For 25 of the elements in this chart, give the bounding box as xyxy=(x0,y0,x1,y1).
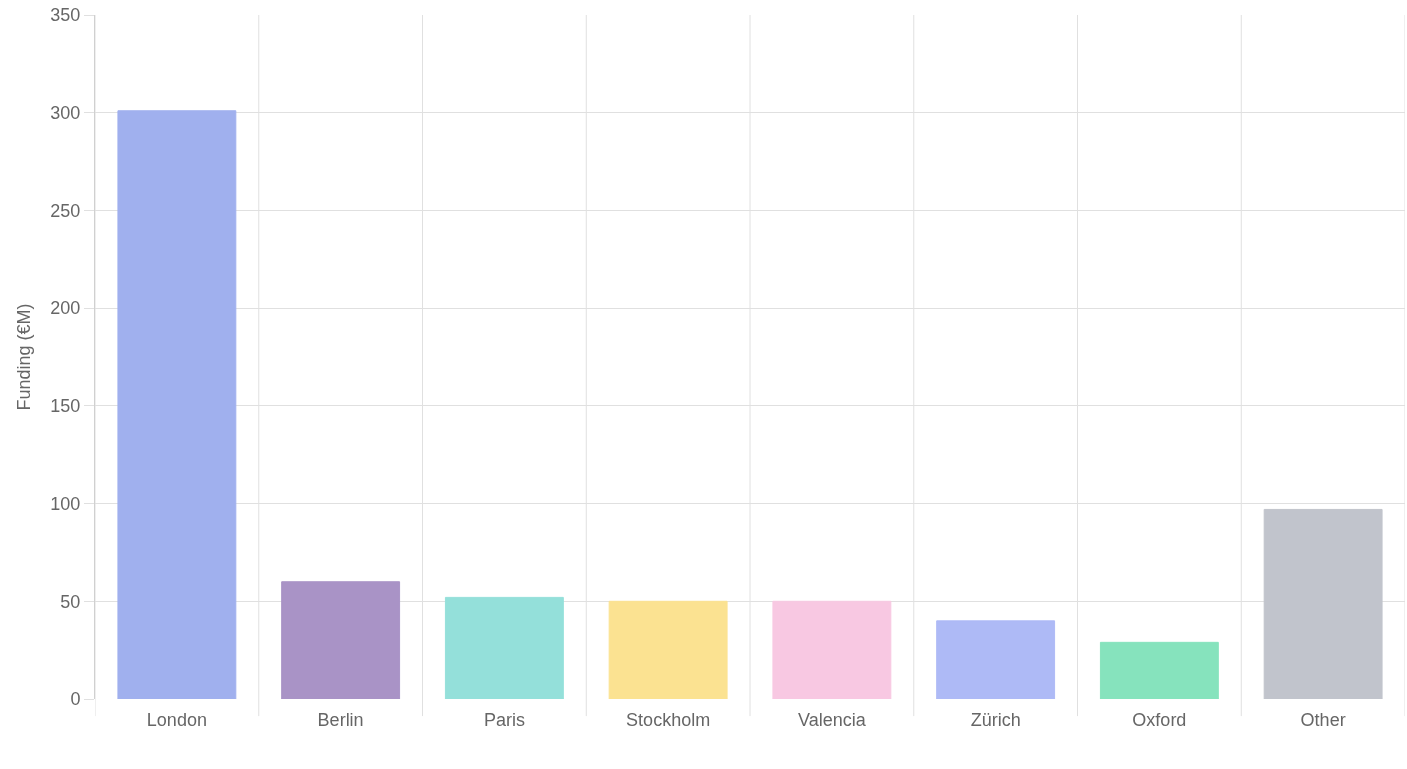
x-tick-label: London xyxy=(146,710,207,730)
y-tick-label: 0 xyxy=(70,689,81,710)
y-tick-label: 100 xyxy=(50,493,81,514)
bar xyxy=(1099,641,1219,699)
y-tick-label: 250 xyxy=(50,200,81,221)
y-tick-label: 350 xyxy=(50,5,81,26)
x-tick-label: Zürich xyxy=(970,710,1021,730)
x-tick-label: Berlin xyxy=(317,710,364,730)
y-axis-title: Funding (€M) xyxy=(13,303,34,411)
y-tick-label: 300 xyxy=(50,103,81,124)
bar xyxy=(117,110,237,699)
bar xyxy=(1263,508,1383,699)
x-tick-label: Other xyxy=(1300,710,1346,730)
x-tick-label: Oxford xyxy=(1132,710,1187,730)
x-tick-label: Stockholm xyxy=(626,710,711,730)
bar xyxy=(444,596,564,699)
bar xyxy=(772,600,892,699)
bar xyxy=(281,581,401,699)
y-tick-label: 200 xyxy=(50,298,81,319)
y-tick-label: 50 xyxy=(60,591,81,612)
bar xyxy=(936,620,1056,699)
x-tick-label: Valencia xyxy=(798,710,867,730)
bar xyxy=(608,600,728,699)
y-tick-label: 150 xyxy=(50,396,81,417)
x-tick-label: Paris xyxy=(483,710,525,730)
